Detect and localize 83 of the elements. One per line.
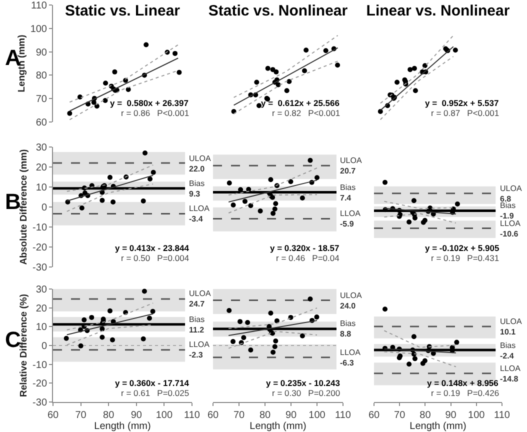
x-tick-label: 70 [394,410,406,421]
annotation: r = 0.61 P=0.025 [121,388,190,398]
y-tick-label: -30 [32,398,48,408]
y-tick-label: 10 [36,322,48,334]
text: B [5,189,21,214]
annotation: y = 0.235x - 10.243 [266,378,340,388]
chart-title: Static vs. Linear [64,2,180,20]
ref-line-label: LLOA -14.8 [500,364,522,384]
x-tick-label: 80 [420,410,432,421]
annotation: r = 0.19 P=0.431 [431,253,500,263]
y-tick-label: 10 [36,182,48,194]
ref-line-label: LLOA -10.6 [500,219,522,238]
annotation: r = 0.30 P=0.200 [272,388,340,398]
annotation: r = 0.46 P=0.04 [276,253,340,263]
ref-line-label: Bias -2.4 [500,341,516,360]
annotation: r = 0.50 P=0.004 [121,253,190,263]
annotation: y = 0.320x - 18.57 [270,243,340,253]
ref-line-label: LLOA -6.3 [340,348,362,368]
annotation: r = 0.19 P=0.426 [431,388,500,398]
ref-line-label: ULOA 6.8 [500,184,522,204]
x-tick-label: 90 [130,410,142,421]
x-axis-title: Length (mm) [410,421,466,432]
ref-line-label: Bias 9.3 [189,179,205,198]
ref-line-label: ULOA 10.1 [500,317,522,336]
ref-line-label: ULOA 24.7 [189,289,212,308]
x-tick-label: 80 [259,410,271,421]
x-tick-label: 110 [335,410,352,421]
x-tick-label: 90 [445,410,457,421]
ref-line-label: LLOA -5.9 [340,209,362,228]
annotation: y = 0.580x + 26.397 [110,98,189,108]
y-tick-label: 110 [31,0,48,12]
y-axis-title: Relative Difference (%) [18,294,30,397]
y-tick-label: 70 [36,94,48,106]
text: C [5,327,21,352]
y-tick-label: -20 [32,378,48,390]
annotation: y = 0.413x - 23.844 [115,243,190,253]
annotation: r = 0.82 P<0.001 [272,108,340,118]
x-tick-label: 110 [494,410,510,421]
ref-line-label: ULOA 20.7 [340,156,362,176]
x-tick-label: 110 [184,410,200,421]
x-tick-label: 60 [368,410,380,421]
annotation: y = 0.360x - 17.714 [115,378,190,388]
y-tick-label: -30 [32,262,48,274]
y-tick-label: 20 [36,162,48,174]
annotation: y = 0.612x + 25.566 [261,98,340,108]
annotation: y = 0.148x + 8.956 [427,378,499,388]
x-axis-title: Length (mm) [250,421,306,432]
ref-line-label: LLOA -3.4 [189,204,210,224]
y-tick-label: 0 [41,202,48,214]
y-tick-label: 30 [36,142,48,154]
x-axis-title: Length (mm) [94,421,151,432]
ref-line-label: ULOA 24.0 [340,291,362,310]
x-tick-label: 100 [156,410,173,421]
y-tick-label: 20 [36,303,48,314]
x-tick-label: 70 [233,410,245,421]
y-tick-label: 0 [41,341,48,352]
annotation: y = 0.952x + 5.537 [425,98,500,108]
ref-line-label: LLOA -2.3 [189,340,210,360]
ref-line-label: Bias 7.4 [340,183,356,202]
x-tick-label: 80 [103,410,115,421]
ref-line-label: ULOA 22.0 [189,154,212,174]
chart-title: Static vs. Nonlinear [208,2,348,20]
chart-title: Linear vs. Nonlinear [366,2,510,20]
y-tick-label: -10 [32,360,48,371]
y-axis-title: Absolute Difference (mm) [18,149,30,265]
y-tick-label: -20 [32,242,48,254]
ref-line-label: Bias 11.2 [189,315,205,334]
annotation: y = -0.102x + 5.905 [425,243,500,253]
x-tick-label: 60 [207,410,219,421]
y-tick-label: 90 [36,47,48,58]
annotation: r = 0.86 P<0.001 [121,108,190,118]
y-tick-label: 30 [36,284,48,296]
x-tick-label: 100 [308,410,326,421]
x-tick-label: 100 [468,410,486,421]
ref-line-label: Bias -1.9 [500,201,516,220]
y-tick-label: -10 [32,222,48,234]
y-tick-label: 80 [36,70,48,82]
y-tick-label: 60 [36,118,48,128]
annotation: r = 0.87 P<0.001 [431,108,500,118]
x-tick-label: 70 [75,410,87,421]
ref-line-label: Bias 8.8 [340,319,356,338]
y-tick-label: 100 [30,24,48,35]
x-tick-label: 90 [285,410,297,421]
